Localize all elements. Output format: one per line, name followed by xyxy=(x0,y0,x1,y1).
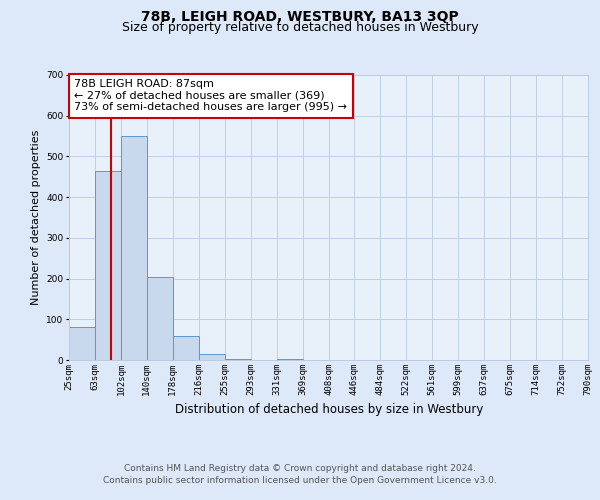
Bar xyxy=(147,276,173,360)
Bar xyxy=(225,359,251,360)
Text: Contains public sector information licensed under the Open Government Licence v3: Contains public sector information licen… xyxy=(103,476,497,485)
Text: 78B LEIGH ROAD: 87sqm
← 27% of detached houses are smaller (369)
73% of semi-det: 78B LEIGH ROAD: 87sqm ← 27% of detached … xyxy=(74,80,347,112)
Text: Size of property relative to detached houses in Westbury: Size of property relative to detached ho… xyxy=(122,21,478,34)
Bar xyxy=(277,359,302,360)
Bar xyxy=(199,354,224,360)
Bar xyxy=(95,170,121,360)
Text: Distribution of detached houses by size in Westbury: Distribution of detached houses by size … xyxy=(175,402,483,415)
Bar xyxy=(173,336,199,360)
Y-axis label: Number of detached properties: Number of detached properties xyxy=(31,130,41,305)
Bar xyxy=(121,136,147,360)
Text: Contains HM Land Registry data © Crown copyright and database right 2024.: Contains HM Land Registry data © Crown c… xyxy=(124,464,476,473)
Text: 78B, LEIGH ROAD, WESTBURY, BA13 3QP: 78B, LEIGH ROAD, WESTBURY, BA13 3QP xyxy=(141,10,459,24)
Bar xyxy=(69,328,95,360)
